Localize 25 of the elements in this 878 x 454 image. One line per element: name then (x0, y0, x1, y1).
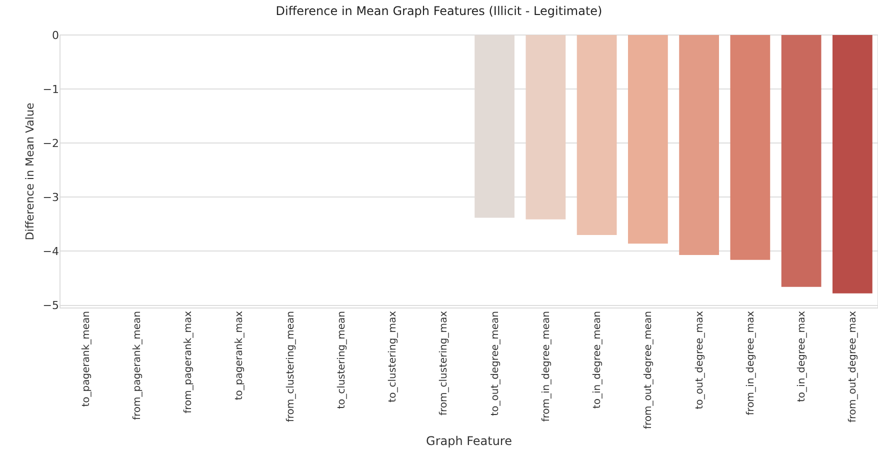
y-tick-label: 0 (52, 28, 59, 42)
y-tick-label: −4 (42, 245, 59, 258)
x-tick-label: to_clustering_max (388, 310, 399, 402)
x-tick-label: to_in_degree_max (796, 310, 808, 402)
x-tick-label: from_in_degree_mean (540, 311, 552, 422)
chart-title: Difference in Mean Graph Features (Illicit - Legitimate) (276, 4, 602, 18)
y-axis-title: Difference in Mean Value (23, 102, 36, 240)
x-tick-label: from_pagerank_mean (132, 311, 143, 420)
y-tick-label: −5 (42, 299, 59, 312)
y-tick-label: −3 (42, 191, 59, 204)
x-tick-label: to_clustering_mean (336, 311, 348, 409)
x-axis-title: Graph Feature (426, 434, 512, 448)
x-tick-label: from_clustering_mean (285, 311, 296, 422)
x-tick-label: to_pagerank_mean (80, 311, 92, 407)
x-tick-label: to_out_degree_max (694, 310, 706, 410)
y-tick-label: −1 (42, 82, 59, 96)
x-tick-label: to_in_degree_mean (592, 311, 604, 409)
x-tick-label: from_in_degree_max (745, 310, 756, 416)
x-tick-label: from_pagerank_max (183, 310, 194, 414)
x-tick-label: from_clustering_max (438, 310, 450, 416)
x-tick-label: to_out_degree_mean (490, 311, 501, 416)
y-tick-label: −2 (42, 136, 59, 150)
x-tick-label: from_out_degree_mean (643, 311, 654, 430)
x-tick-label: from_out_degree_max (848, 310, 859, 422)
x-tick-label: to_pagerank_max (234, 310, 246, 400)
